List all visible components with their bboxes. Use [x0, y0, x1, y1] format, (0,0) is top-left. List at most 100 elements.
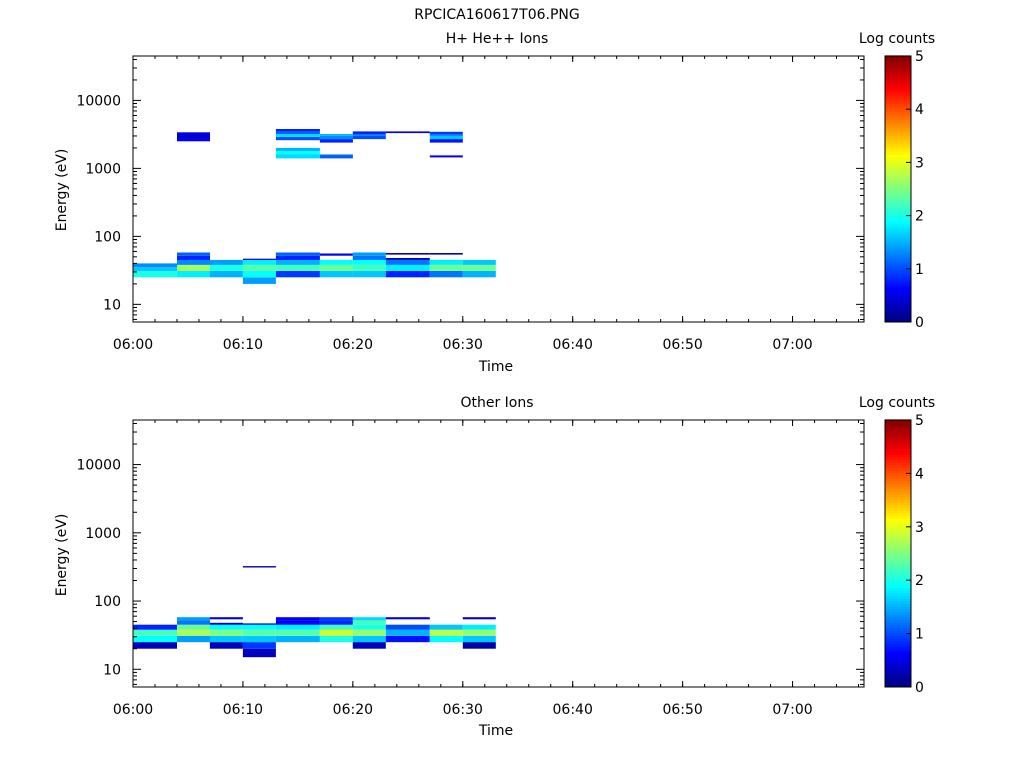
- colorbar-segment: [885, 494, 911, 498]
- colorbar-segment: [885, 630, 911, 634]
- colorbar-segment: [885, 443, 911, 447]
- colorbar-segment: [885, 55, 911, 59]
- heatmap-cell: [385, 258, 430, 260]
- colorbar-segment: [885, 191, 911, 195]
- colorbar-segment: [885, 212, 911, 216]
- x-tick-label: 06:10: [223, 702, 263, 718]
- heatmap-cell: [385, 253, 430, 255]
- colorbar-segment: [885, 254, 911, 259]
- colorbar-segment: [885, 454, 911, 458]
- y-tick-label: 100: [94, 594, 121, 610]
- heatmap-cell: [275, 620, 320, 625]
- colorbar-segment: [885, 576, 911, 581]
- colorbar-segment: [885, 536, 911, 541]
- heatmap-cell: [133, 642, 177, 649]
- colorbar-segment: [885, 241, 911, 245]
- colorbar-segment: [885, 619, 911, 623]
- heatmap-cell: [429, 629, 463, 636]
- colorbar-segment: [885, 496, 911, 501]
- heatmap-cell: [133, 267, 177, 271]
- colorbar-segment: [885, 228, 911, 232]
- colorbar-segment: [885, 281, 911, 285]
- heatmap-cell: [319, 620, 353, 625]
- colorbar-segment: [885, 683, 911, 687]
- colorbar-segment: [885, 491, 911, 495]
- heatmap-cell: [177, 617, 210, 621]
- colorbar-segment: [885, 71, 911, 75]
- heatmap-cell: [209, 617, 243, 620]
- heatmap-cell: [385, 131, 430, 134]
- heatmap-cell: [462, 642, 496, 649]
- colorbar-segment: [885, 665, 911, 669]
- heatmap-cell: [177, 620, 210, 625]
- heatmap-cell: [275, 255, 320, 260]
- colorbar-segment: [885, 225, 911, 229]
- colorbar-segment: [885, 673, 911, 677]
- heatmap-cell: [209, 259, 243, 265]
- colorbar-segment: [885, 488, 911, 493]
- colorbar-segment: [885, 252, 911, 256]
- colorbar-segment: [885, 483, 911, 487]
- heatmap-cell: [319, 259, 353, 265]
- heatmap-cell: [209, 642, 243, 649]
- colorbar-tick-label: 4: [915, 466, 924, 482]
- colorbar-segment: [885, 236, 911, 240]
- x-tick-label: 07:00: [772, 337, 812, 353]
- colorbar-segment: [885, 233, 911, 237]
- colorbar-segment: [885, 638, 911, 642]
- heatmap-cell: [462, 259, 496, 265]
- colorbar-segment: [885, 84, 911, 88]
- colorbar-segment: [885, 265, 911, 269]
- colorbar-segment: [885, 518, 911, 522]
- heatmap-cell: [242, 259, 276, 265]
- colorbar-segment: [885, 440, 911, 445]
- heatmap-cell: [275, 151, 320, 155]
- colorbar-segment: [885, 670, 911, 674]
- colorbar-segment: [885, 651, 911, 655]
- colorbar-segment: [885, 316, 911, 320]
- heatmap-cell: [177, 624, 210, 630]
- colorbar-segment: [885, 262, 911, 267]
- colorbar-segment: [885, 294, 911, 299]
- heatmap-cell: [209, 629, 243, 636]
- colorbar-segment: [885, 215, 911, 219]
- colorbar-segment: [885, 542, 911, 546]
- colorbar-segment: [885, 579, 911, 583]
- colorbar-segment: [885, 95, 911, 99]
- x-tick-label: 07:00: [772, 702, 812, 718]
- heatmap-cell: [319, 270, 353, 278]
- colorbar-segment: [885, 204, 911, 208]
- heatmap-cell: [319, 253, 353, 256]
- heatmap-cell: [352, 635, 386, 643]
- colorbar-segment: [885, 302, 911, 307]
- colorbar-segment: [885, 478, 911, 482]
- heatmap-cell: [275, 629, 320, 636]
- colorbar-segment: [885, 68, 911, 72]
- y-tick-label: 10: [103, 662, 121, 678]
- colorbar-segment: [885, 284, 911, 288]
- heatmap-cell: [209, 624, 243, 630]
- colorbar-segment: [885, 260, 911, 264]
- colorbar-segment: [885, 105, 911, 110]
- heatmap-cell: [429, 131, 463, 134]
- heatmap-cell: [177, 270, 210, 278]
- colorbar-segment: [885, 217, 911, 221]
- colorbar-segment: [885, 649, 911, 653]
- colorbar-tick-label: 1: [915, 262, 924, 278]
- y-tick-label: 1000: [85, 526, 121, 542]
- heatmap-cell: [385, 259, 430, 265]
- heatmap-cell: [462, 270, 496, 278]
- heatmap-cell: [319, 617, 353, 621]
- colorbar-segment: [885, 313, 911, 317]
- heatmap-cell: [385, 629, 430, 636]
- colorbar-segment: [885, 568, 911, 573]
- colorbar-segment: [885, 246, 911, 251]
- heatmap-cell: [177, 629, 210, 636]
- colorbar-segment: [885, 544, 911, 549]
- x-tick-label: 06:00: [113, 702, 153, 718]
- colorbar-segment: [885, 659, 911, 663]
- colorbar-segment: [885, 611, 911, 615]
- colorbar-segment: [885, 199, 911, 203]
- heatmap-cell: [275, 264, 320, 271]
- heatmap-cell: [462, 624, 496, 630]
